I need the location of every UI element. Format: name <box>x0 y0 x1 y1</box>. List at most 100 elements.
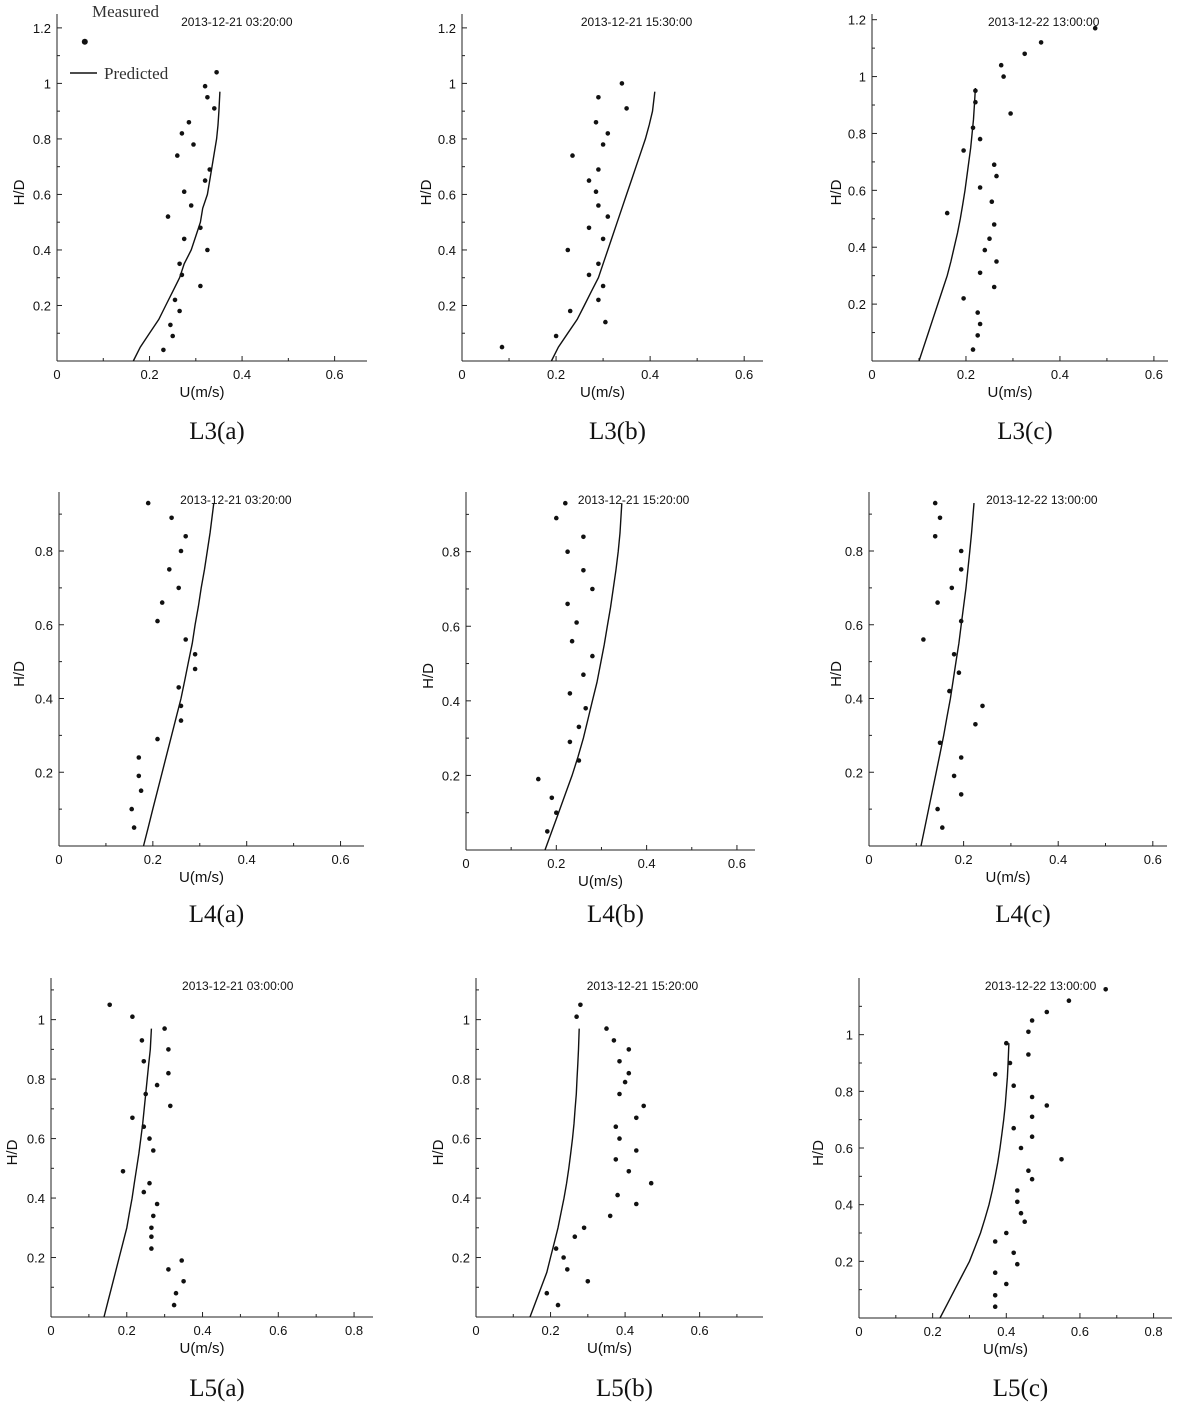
predicted-curve <box>544 503 623 851</box>
x-tick-label: 0.2 <box>957 367 975 382</box>
measured-point <box>961 296 966 301</box>
measured-point <box>624 106 629 111</box>
measured-point <box>198 283 203 289</box>
measured-point <box>1026 1029 1031 1035</box>
measured-point <box>994 173 999 179</box>
x-axis-label: U(m/s) <box>180 384 225 401</box>
measured-point <box>1092 25 1098 31</box>
measured-point <box>1026 1052 1031 1057</box>
y-tick-label: 0.6 <box>27 1132 45 1147</box>
y-tick-label: 0.8 <box>27 1072 45 1087</box>
panel-L3b: 0 0.2 0.4 0.6 0.2 0.4 0.6 0.8 1 1.2 U(m/s) H/D 2013-… <box>418 14 763 445</box>
measured-point <box>626 1070 632 1076</box>
y-tick-label: 0.8 <box>835 1084 853 1099</box>
measured-point <box>81 38 88 45</box>
measured-point <box>1059 1157 1064 1162</box>
measured-point <box>147 1180 152 1186</box>
measured-point <box>186 120 192 125</box>
measured-point <box>1008 111 1013 116</box>
measured-point <box>958 792 964 797</box>
y-tick-label: 0.4 <box>33 243 51 258</box>
legend-predicted-label: Predicted <box>104 64 169 83</box>
measured-point <box>576 758 582 763</box>
predicted-curve <box>529 1028 580 1318</box>
measured-point <box>596 167 601 172</box>
measured-point <box>130 1115 135 1121</box>
x-axis-label: U(m/s) <box>988 384 1033 401</box>
measured-point <box>987 236 992 241</box>
y-tick-label: 0.2 <box>27 1251 45 1266</box>
measured-point <box>181 1279 186 1284</box>
measured-point <box>1103 987 1108 992</box>
measured-point <box>958 618 964 624</box>
measured-point <box>605 214 611 219</box>
x-tick-label: 0 <box>865 852 872 867</box>
measured-point <box>603 319 608 325</box>
timestamp-label: 2013-12-21 15:30:00 <box>581 15 693 29</box>
measured-point <box>1029 1094 1035 1100</box>
measured-point <box>145 500 151 506</box>
predicted-curve <box>142 503 215 847</box>
y-tick-label: 0.2 <box>848 297 866 312</box>
measured-point <box>949 585 955 591</box>
measured-point <box>585 1279 591 1284</box>
x-tick-label: 0.2 <box>547 856 565 871</box>
measured-point <box>932 534 938 539</box>
measured-point <box>980 703 985 709</box>
measured-point <box>593 189 599 194</box>
measured-point <box>555 1302 561 1308</box>
x-tick-label: 0.2 <box>542 1323 560 1338</box>
measured-point <box>214 70 219 75</box>
measured-point <box>179 1258 184 1263</box>
y-tick-label: 0.8 <box>35 544 53 559</box>
measured-point <box>992 1072 998 1077</box>
measured-point <box>613 1157 619 1162</box>
y-tick-label: 0.2 <box>35 765 53 780</box>
timestamp-label: 2013-12-21 03:20:00 <box>180 493 292 507</box>
measured-point <box>992 1270 998 1275</box>
y-tick-label: 0.2 <box>845 765 863 780</box>
y-axis-label: H/D <box>420 663 437 689</box>
measured-point <box>188 203 194 208</box>
x-axis-label: U(m/s) <box>983 1341 1028 1358</box>
measured-point <box>581 672 586 677</box>
measured-point <box>600 283 606 289</box>
measured-point <box>600 142 606 147</box>
panel-L3c: 0 0.2 0.4 0.6 0.2 0.4 0.6 0.8 1 1.2 U(m/s) H/D 2013-… <box>828 13 1168 445</box>
measured-point <box>617 1136 622 1141</box>
y-tick-label: 0.4 <box>438 243 456 258</box>
y-tick-label: 0.2 <box>452 1251 470 1266</box>
measured-point <box>202 83 208 89</box>
measured-point <box>181 236 187 242</box>
y-tick-label: 0.8 <box>845 544 863 559</box>
x-axis-label: U(m/s) <box>179 869 224 886</box>
measured-point <box>1004 1040 1009 1046</box>
measured-point <box>982 247 988 253</box>
measured-point <box>586 225 592 231</box>
measured-point <box>167 567 172 572</box>
x-tick-label: 0 <box>53 367 60 382</box>
y-tick-label: 1 <box>44 76 51 91</box>
measured-point <box>567 739 573 745</box>
measured-point <box>973 88 978 94</box>
measured-point <box>613 1124 619 1129</box>
measured-point <box>1029 1018 1035 1023</box>
measured-point <box>975 310 980 315</box>
measured-point <box>977 270 983 276</box>
measured-point <box>165 214 171 219</box>
x-axis-label: U(m/s) <box>580 384 625 401</box>
x-tick-label: 0 <box>472 1323 479 1338</box>
measured-point <box>940 825 945 830</box>
legend-measured-label: Measured <box>92 2 160 21</box>
y-axis-label: H/D <box>828 661 845 687</box>
x-tick-label: 0.6 <box>269 1323 287 1338</box>
measured-point <box>166 1070 171 1076</box>
timestamp-label: 2013-12-21 15:20:00 <box>587 979 699 993</box>
measured-point <box>947 688 952 694</box>
measured-point <box>596 261 601 267</box>
measured-point <box>596 95 601 100</box>
predicted-curve <box>939 1043 1010 1319</box>
measured-point <box>951 652 957 657</box>
measured-point <box>958 548 964 554</box>
y-tick-label: 0.8 <box>452 1072 470 1087</box>
